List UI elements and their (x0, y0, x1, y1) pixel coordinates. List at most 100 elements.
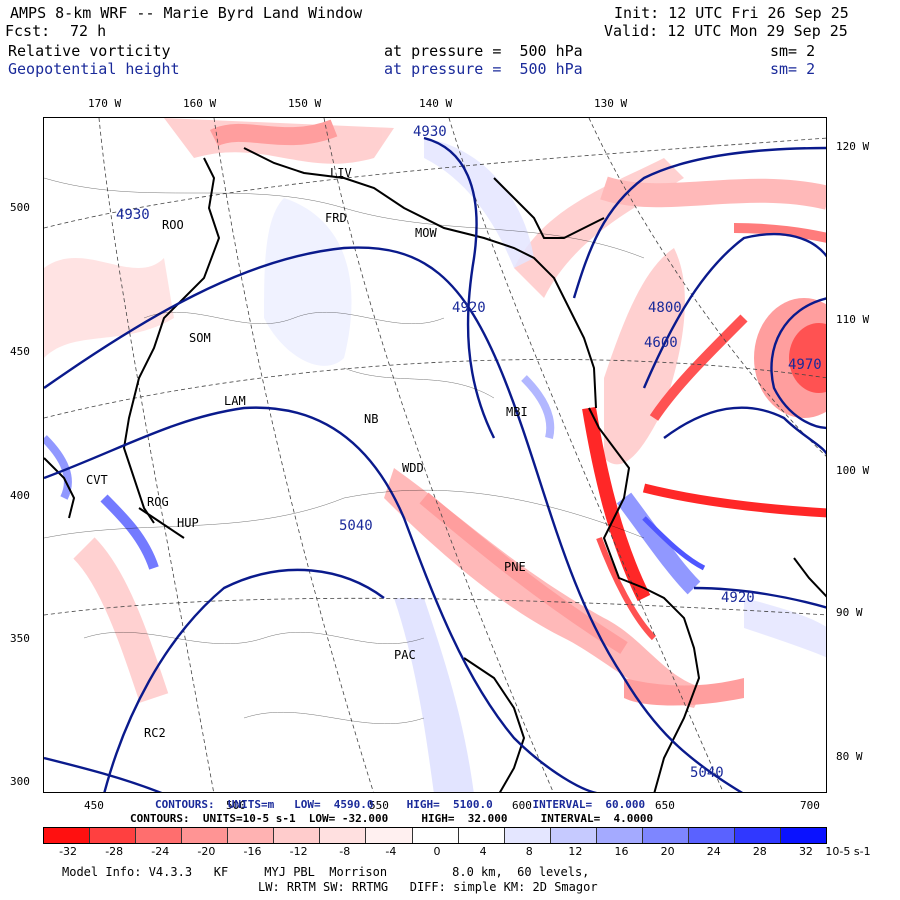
colorbar-swatch (182, 828, 229, 843)
y-axis-label: 350 (10, 632, 30, 645)
colorbar-swatch (642, 828, 689, 843)
negative-vorticity-shading (44, 138, 826, 792)
lon-label-top: 140 W (419, 97, 453, 110)
height-contour-info: CONTOURS: UNITS=m LOW= 4590.0 HIGH= 5100… (155, 798, 646, 811)
vorticity-contour-info: CONTOURS: UNITS=10-5 s-1 LOW= -32.000 HI… (130, 812, 654, 825)
colorbar-swatch (412, 828, 459, 843)
lon-label-top: 160 W (183, 97, 217, 110)
station-marker[interactable]: RC2 (144, 726, 166, 740)
y-axis-label: 500 (10, 201, 30, 214)
graticule (44, 118, 826, 792)
forecast-label: Fcst: (5, 22, 51, 40)
station-marker[interactable]: MBI (506, 405, 528, 419)
colorbar-tick: 28 (752, 845, 767, 858)
station-marker[interactable]: HUP (177, 516, 199, 530)
forecast-hour: 72 h (70, 22, 107, 40)
colorbar-tick: 24 (706, 845, 721, 858)
y-axis-label: 450 (10, 345, 30, 358)
y-axis-label: 400 (10, 489, 30, 502)
station-marker[interactable]: LIV (330, 166, 352, 180)
colorbar-tick: -16 (243, 845, 262, 858)
colorbar-swatch (274, 828, 321, 843)
height-contour-label: 4800 (648, 300, 682, 316)
geopotential-height-contours (44, 136, 826, 792)
colorbar-tick: -8 (339, 845, 351, 858)
height-contour-label: 5040 (339, 518, 373, 534)
lon-label-right: 90 W (836, 606, 863, 619)
station-marker[interactable]: NB (364, 412, 379, 426)
field1-level: at pressure = 500 hPa (384, 42, 583, 60)
colorbar-swatch (44, 828, 91, 843)
colorbar-tick: -4 (385, 845, 397, 858)
station-marker[interactable]: MOW (415, 226, 437, 240)
colorbar-tick: -32 (59, 845, 78, 858)
lon-label-top: 130 W (594, 97, 628, 110)
colorbar-tick: -24 (151, 845, 170, 858)
lon-label-right: 100 W (836, 464, 870, 477)
x-axis-label: 500 (226, 799, 246, 812)
colorbar-tick: 8 (525, 845, 533, 858)
colorbar-swatch (90, 828, 137, 843)
map-canvas (44, 118, 826, 792)
station-marker[interactable]: ROG (147, 495, 169, 509)
colorbar-tick: 12 (568, 845, 583, 858)
height-contour-label: 4920 (721, 590, 755, 606)
colorbar-tick: -12 (289, 845, 308, 858)
height-contour-label: 4920 (452, 300, 486, 316)
colorbar-swatch (550, 828, 597, 843)
positive-vorticity-shading (44, 118, 826, 708)
coastline (44, 147, 826, 792)
colorbar-swatch (781, 828, 827, 843)
station-marker[interactable]: PAC (394, 648, 416, 662)
colorbar-units: 10-5 s-1 (825, 845, 871, 858)
station-marker[interactable]: LAM (224, 394, 246, 408)
lon-label-top: 170 W (88, 97, 122, 110)
station-marker[interactable]: SOM (189, 331, 211, 345)
y-axis-label: 300 (10, 775, 30, 788)
x-axis-label: 550 (369, 799, 389, 812)
vorticity-colorbar (43, 827, 827, 844)
station-marker[interactable]: CVT (86, 473, 108, 487)
forecast-map[interactable]: LIV FRD MOW ROO SOM LAM NB MBI WDD CVT R… (43, 117, 827, 793)
colorbar-swatch (366, 828, 413, 843)
colorbar-swatch (320, 828, 367, 843)
valid-time: Valid: 12 UTC Mon 29 Sep 25 (604, 22, 848, 40)
map-title: AMPS 8-km WRF -- Marie Byrd Land Window (10, 4, 363, 22)
model-info-line2: LW: RRTM SW: RRTMG DIFF: simple KM: 2D S… (258, 880, 598, 894)
field2-level: at pressure = 500 hPa (384, 60, 583, 78)
lon-label-top: 150 W (288, 97, 322, 110)
lon-label-right: 110 W (836, 313, 870, 326)
colorbar-tick: 20 (660, 845, 675, 858)
x-axis-label: 650 (655, 799, 675, 812)
init-time: Init: 12 UTC Fri 26 Sep 25 (614, 4, 849, 22)
field1-smoothing: sm= 2 (770, 42, 816, 60)
colorbar-tick: -20 (197, 845, 216, 858)
field1-name: Relative vorticity (8, 42, 171, 60)
model-info-line1: Model Info: V4.3.3 KF MYJ PBL Morrison 8… (62, 865, 590, 879)
lon-label-right: 120 W (836, 140, 870, 153)
colorbar-tick: -28 (105, 845, 124, 858)
colorbar-tick: 0 (433, 845, 441, 858)
colorbar-swatch (228, 828, 275, 843)
height-contour-label: 4930 (413, 124, 447, 140)
lon-label-right: 80 W (836, 750, 863, 763)
colorbar-tick: 4 (479, 845, 487, 858)
height-contour-label: 4970 (788, 357, 822, 373)
height-contour-label: 4600 (644, 335, 678, 351)
colorbar-swatch (136, 828, 183, 843)
colorbar-tick: 32 (798, 845, 813, 858)
station-marker[interactable]: WDD (402, 461, 424, 475)
colorbar-swatch (734, 828, 781, 843)
field2-smoothing: sm= 2 (770, 60, 816, 78)
colorbar-swatch (596, 828, 643, 843)
x-axis-label: 700 (800, 799, 820, 812)
colorbar-swatch (688, 828, 735, 843)
colorbar-swatch (458, 828, 505, 843)
colorbar-swatch (504, 828, 551, 843)
station-marker[interactable]: FRD (325, 211, 347, 225)
height-contour-label: 4930 (116, 207, 150, 223)
height-contour-label: 5040 (690, 765, 724, 781)
station-marker[interactable]: PNE (504, 560, 526, 574)
field2-name: Geopotential height (8, 60, 180, 78)
station-marker[interactable]: ROO (162, 218, 184, 232)
